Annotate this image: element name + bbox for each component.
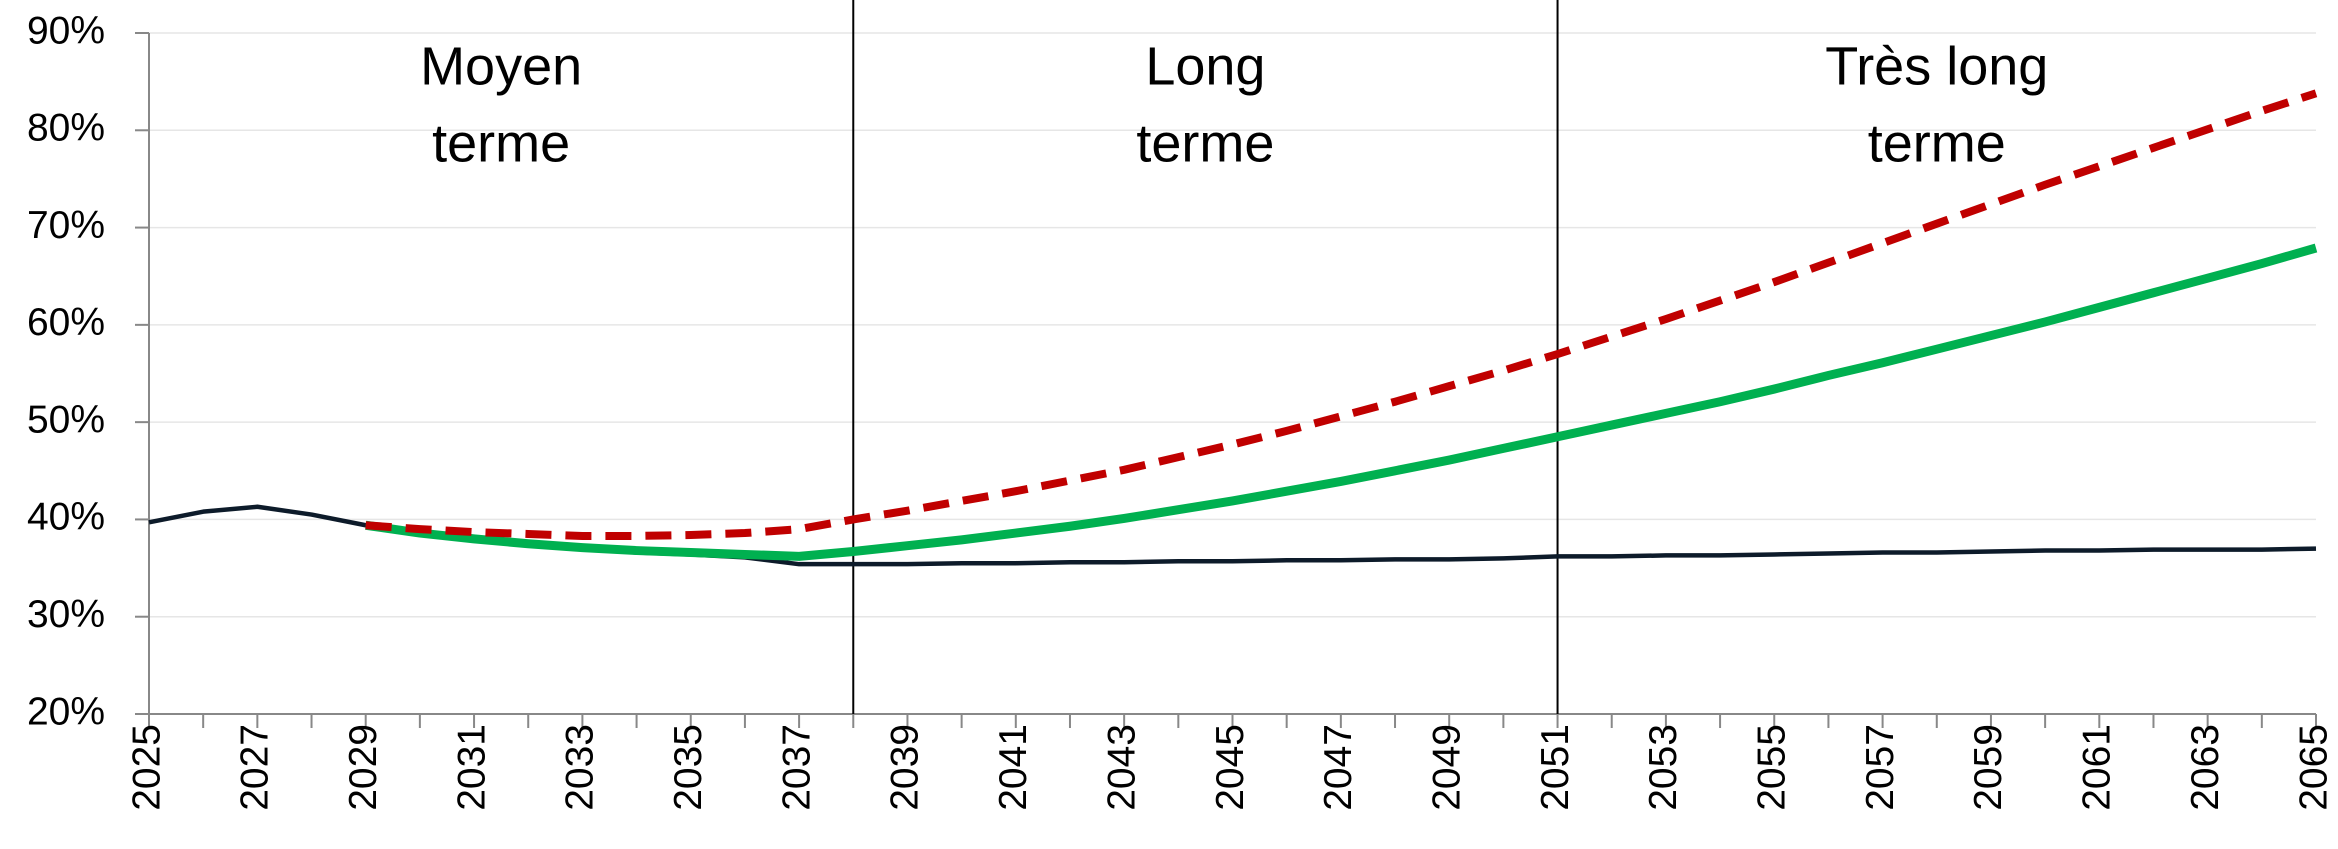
- y-tick-label: 70%: [27, 204, 105, 247]
- x-tick-label: 2059: [1967, 724, 2010, 811]
- x-tick-label: 2033: [559, 724, 602, 811]
- y-tick-label: 40%: [27, 496, 105, 539]
- x-tick-label: 2055: [1751, 724, 1794, 811]
- region-label: Moyen: [420, 36, 582, 96]
- series-line: [365, 89, 2318, 540]
- x-tick-label: 2039: [884, 724, 927, 811]
- x-tick-label: 2057: [1859, 724, 1902, 811]
- x-tick-label: 2063: [2184, 724, 2227, 811]
- x-tick-label: 2053: [1642, 724, 1685, 811]
- y-tick-label: 20%: [27, 690, 105, 733]
- y-tick-label: 60%: [27, 301, 105, 344]
- region-label: Long: [1145, 36, 1265, 96]
- x-tick-label: 2045: [1209, 724, 1252, 811]
- x-tick-label: 2029: [342, 724, 385, 811]
- x-tick-label: 2027: [234, 724, 277, 811]
- x-tick-label: 2065: [2292, 724, 2335, 811]
- y-tick-label: 80%: [27, 107, 105, 150]
- x-tick-label: 2031: [450, 724, 493, 811]
- x-tick-label: 2051: [1534, 724, 1577, 811]
- x-tick-label: 2049: [1425, 724, 1468, 811]
- region-label: terme: [1868, 113, 2006, 173]
- x-tick-label: 2047: [1317, 724, 1360, 811]
- x-tick-label: 2043: [1100, 724, 1143, 811]
- x-tick-label: 2025: [125, 724, 168, 811]
- x-tick-label: 2061: [2076, 724, 2119, 811]
- y-tick-label: 90%: [27, 9, 105, 52]
- y-tick-label: 30%: [27, 593, 105, 636]
- region-label: terme: [432, 113, 570, 173]
- x-tick-label: 2037: [775, 724, 818, 811]
- series-line: [365, 243, 2318, 561]
- region-label: Très long: [1825, 36, 2048, 96]
- y-tick-label: 50%: [27, 398, 105, 441]
- region-label: terme: [1136, 113, 1274, 173]
- x-tick-label: 2035: [667, 724, 710, 811]
- x-tick-label: 2041: [992, 724, 1035, 811]
